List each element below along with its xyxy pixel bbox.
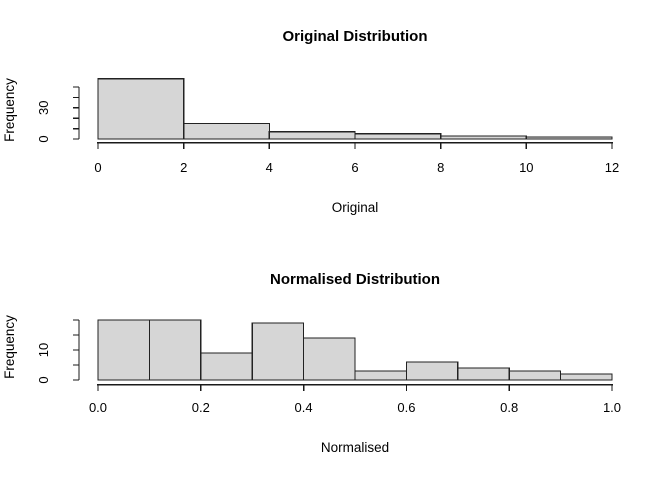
y-axis-label: Frequency [2, 78, 17, 142]
x-tick-label: 0.6 [397, 400, 415, 415]
y-tick-label: 0 [36, 376, 51, 383]
histogram-bar [405, 361, 459, 381]
x-axis-label: Original [332, 200, 379, 215]
y-tick-label: 30 [36, 101, 51, 115]
histogram-bar [354, 133, 442, 140]
histogram-bar [354, 370, 408, 381]
x-tick-label: 6 [351, 160, 358, 175]
x-tick-label: 1.0 [603, 400, 621, 415]
histogram-bar [97, 319, 151, 381]
normalised-histogram: 0.0 0.2 0.4 0.6 0.8 1.0 0 10 Normalised Distribu… [2, 271, 621, 455]
histogram-bar [268, 131, 356, 140]
histogram-bar [525, 136, 613, 140]
x-tick-label: 8 [437, 160, 444, 175]
x-tick-label: 0.8 [500, 400, 518, 415]
x-tick-label: 2 [180, 160, 187, 175]
x-tick-label: 0.4 [295, 400, 313, 415]
histogram-bar [457, 367, 510, 381]
original-histogram: 0 2 4 6 8 10 12 0 30 Original Distribution Origina… [2, 28, 619, 215]
chart-title: Original Distribution [283, 28, 428, 45]
histogram-bar [508, 370, 562, 381]
histogram-bar [200, 352, 253, 381]
x-tick-label: 0.0 [89, 400, 107, 415]
histogram-bar [97, 78, 185, 140]
chart-title: Normalised Distribution [270, 271, 440, 288]
histogram-bar [183, 122, 270, 140]
histogram-bar [559, 373, 613, 381]
histogram-bar [148, 319, 202, 381]
y-axis-label: Frequency [2, 315, 17, 379]
histogram-bar [251, 322, 305, 381]
x-tick-label: 0 [94, 160, 101, 175]
x-tick-label: 10 [519, 160, 533, 175]
histogram-bar [303, 337, 356, 381]
x-tick-label: 4 [266, 160, 273, 175]
x-tick-label: 12 [605, 160, 619, 175]
y-tick-label: 0 [36, 135, 51, 142]
x-tick-label: 0.2 [192, 400, 210, 415]
y-tick-label: 10 [36, 343, 51, 357]
histogram-bar [440, 135, 528, 140]
original-distribution-chart: 0 2 4 6 8 10 12 0 30 Original Distribution Origina… [2, 28, 619, 215]
normalised-distribution-chart: 0.0 0.2 0.4 0.6 0.8 1.0 0 10 Normalised Distribu… [0, 240, 672, 480]
x-axis-label: Normalised [321, 440, 389, 455]
